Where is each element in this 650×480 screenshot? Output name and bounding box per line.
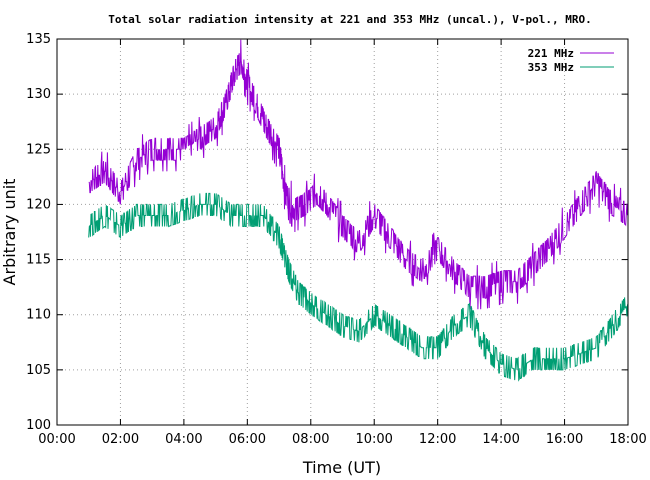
y-tick-label: 100: [26, 418, 51, 433]
plot-frame: [56, 38, 629, 426]
axis-ticks: 00:00 02:00 04:00 06:00 08:00 10:00 12:00 14:00…: [26, 32, 647, 447]
y-tick-label: 110: [26, 308, 51, 323]
grid: [57, 39, 628, 425]
x-tick-label: 04:00: [165, 432, 202, 447]
legend-label: 353 MHz: [528, 61, 574, 74]
x-axis-label: Time (UT): [302, 458, 381, 477]
x-tick-label: 14:00: [482, 432, 519, 447]
x-tick-label: 12:00: [419, 432, 456, 447]
y-tick-label: 130: [26, 87, 51, 102]
series-line-353mhz: [88, 192, 629, 382]
x-tick-label: 00:00: [38, 432, 75, 447]
x-tick-label: 18:00: [609, 432, 646, 447]
series-line-221mhz: [88, 39, 629, 310]
x-tick-label: 10:00: [355, 432, 392, 447]
y-tick-label: 105: [26, 363, 51, 378]
y-tick-label: 135: [26, 32, 51, 47]
y-tick-label: 125: [26, 142, 51, 157]
x-tick-label: 16:00: [546, 432, 583, 447]
legend-label: 221 MHz: [528, 47, 574, 60]
x-tick-label: 02:00: [102, 432, 139, 447]
y-axis-label: Arbitrary unit: [0, 179, 19, 286]
y-tick-label: 115: [26, 253, 51, 268]
x-tick-label: 08:00: [292, 432, 329, 447]
x-tick-label: 06:00: [229, 432, 266, 447]
y-tick-label: 120: [26, 197, 51, 212]
series-lines: [88, 39, 629, 382]
chart-title: Total solar radiation intensity at 221 a…: [108, 13, 591, 26]
